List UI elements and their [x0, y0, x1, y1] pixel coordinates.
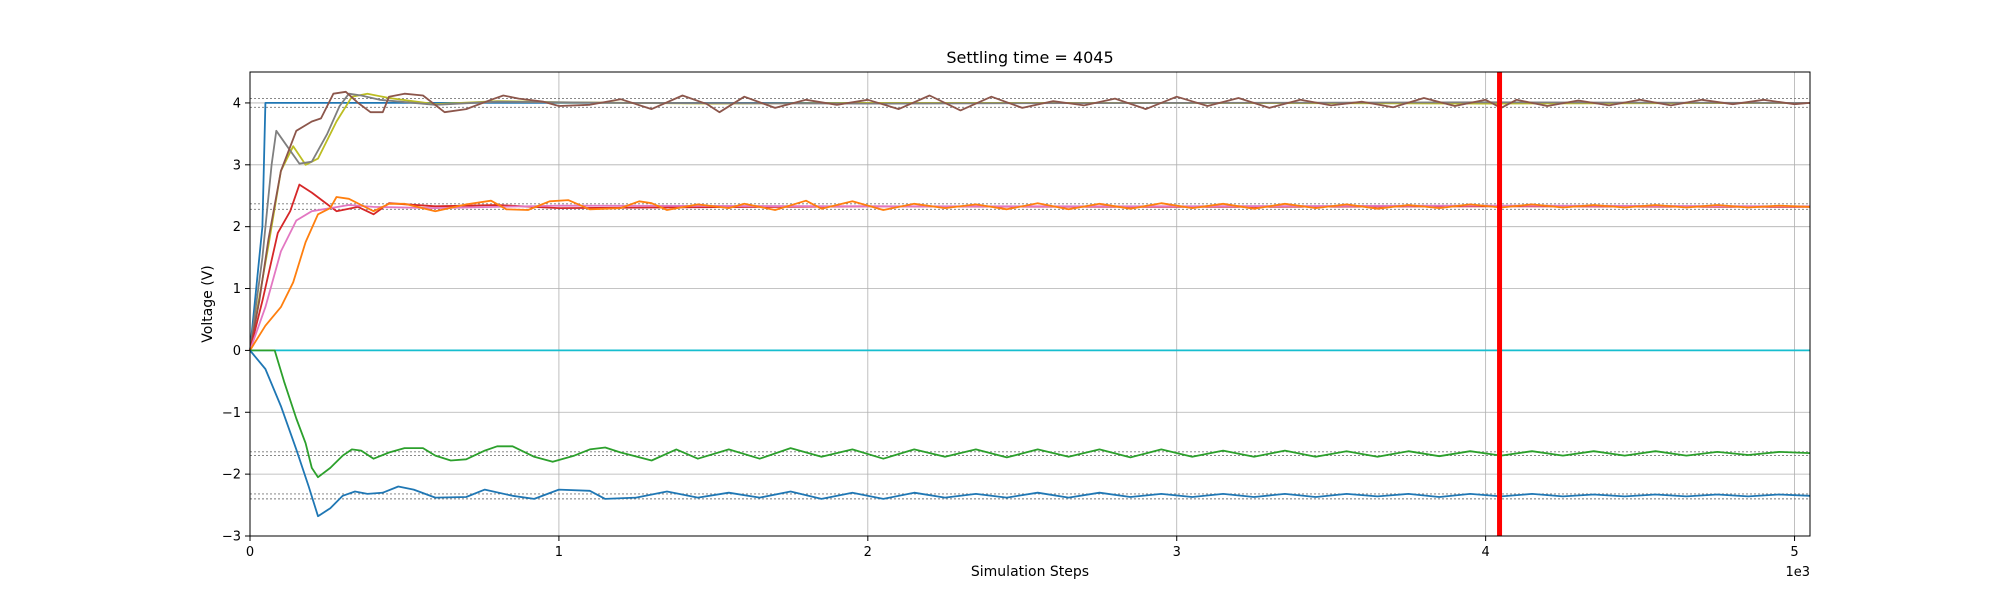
y-tick-label: 4 [233, 96, 241, 111]
y-tick-label: 3 [233, 158, 241, 173]
y-tick-label: 0 [233, 344, 241, 359]
series-lines [249, 90, 1811, 518]
series-line-4 [249, 90, 1811, 351]
series-line-7 [249, 196, 1811, 351]
plot-frame [249, 71, 1811, 537]
x-axis-offset-label: 1e3 [1785, 565, 1810, 580]
series-line-10 [249, 349, 1811, 518]
y-tick-label: 2 [233, 220, 241, 235]
y-tick-label: −3 [222, 530, 241, 545]
series-line-9 [250, 349, 1811, 479]
x-tick-label: 1 [555, 545, 563, 560]
plot-area [250, 72, 1810, 536]
x-tick-label: 0 [246, 545, 254, 560]
x-tick-label: 2 [864, 545, 872, 560]
y-axis-title: Voltage (V) [200, 265, 216, 342]
x-axis-title: Simulation Steps [971, 564, 1089, 580]
y-tick-label: 1 [233, 282, 241, 297]
chart-title: Settling time = 4045 [946, 48, 1113, 67]
y-tick-label: −1 [222, 406, 241, 421]
y-tick-label: −2 [222, 468, 241, 483]
x-axis-ticks: 0 1 2 3 4 5 [246, 536, 1799, 560]
x-tick-label: 4 [1482, 545, 1490, 560]
x-tick-label: 5 [1790, 545, 1798, 560]
y-axis-ticks: −3 −2 −1 0 1 2 3 4 [222, 96, 250, 545]
x-tick-label: 3 [1173, 545, 1181, 560]
